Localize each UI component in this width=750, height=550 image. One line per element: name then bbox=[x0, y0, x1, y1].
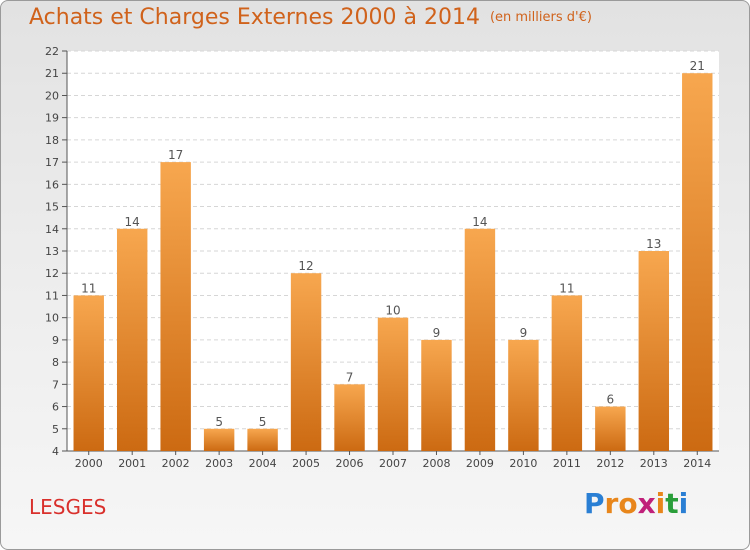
y-tick-label: 18 bbox=[45, 134, 59, 147]
chart-title-text: Achats et Charges Externes 2000 à 2014 bbox=[29, 5, 480, 30]
bar-2014 bbox=[682, 73, 713, 451]
chart-unit: (en milliers d'€) bbox=[489, 10, 592, 25]
chart-title: Achats et Charges Externes 2000 à 2014 (e… bbox=[29, 5, 592, 30]
logo-letter: i bbox=[678, 487, 689, 520]
y-tick-label: 6 bbox=[52, 401, 59, 414]
x-tick-label-2014: 2014 bbox=[683, 457, 711, 470]
x-tick-label-2007: 2007 bbox=[379, 457, 407, 470]
x-tick-label-2004: 2004 bbox=[249, 457, 277, 470]
x-tick-label-2009: 2009 bbox=[466, 457, 494, 470]
y-tick-label: 15 bbox=[45, 201, 59, 214]
x-tick-label-2012: 2012 bbox=[596, 457, 624, 470]
y-tick-label: 8 bbox=[52, 356, 59, 369]
value-label-2014: 21 bbox=[690, 59, 705, 73]
y-tick-label: 4 bbox=[52, 445, 59, 458]
value-label-2008: 9 bbox=[433, 326, 441, 340]
y-tick-label: 9 bbox=[52, 334, 59, 347]
value-label-2007: 10 bbox=[385, 304, 400, 318]
y-tick-label: 10 bbox=[45, 312, 59, 325]
x-tick-label-2008: 2008 bbox=[422, 457, 450, 470]
value-label-2000: 11 bbox=[81, 281, 96, 295]
value-label-2003: 5 bbox=[215, 415, 223, 429]
x-tick-label-2010: 2010 bbox=[509, 457, 537, 470]
y-tick-label: 7 bbox=[52, 378, 59, 391]
bar-2011 bbox=[551, 295, 583, 451]
y-tick-label: 5 bbox=[52, 423, 59, 436]
x-tick-label-2000: 2000 bbox=[75, 457, 103, 470]
x-tick-label-2002: 2002 bbox=[162, 457, 190, 470]
value-label-2010: 9 bbox=[520, 326, 528, 340]
bar-2013 bbox=[638, 251, 670, 451]
bar-2004 bbox=[247, 428, 278, 451]
bar-2002 bbox=[160, 162, 191, 451]
logo-letter: o bbox=[618, 487, 638, 520]
logo-letter: P bbox=[584, 487, 605, 520]
bar-2000 bbox=[73, 295, 104, 451]
x-tick-label-2005: 2005 bbox=[292, 457, 320, 470]
x-tick-label-2003: 2003 bbox=[205, 457, 233, 470]
proxiti-logo: Proxiti bbox=[584, 487, 688, 520]
logo-letter: i bbox=[655, 487, 666, 520]
x-tick-label-2006: 2006 bbox=[336, 457, 364, 470]
bars bbox=[73, 73, 713, 451]
bar-2001 bbox=[116, 228, 148, 451]
value-label-2009: 14 bbox=[472, 215, 487, 229]
value-label-2013: 13 bbox=[646, 237, 661, 251]
logo-letter: r bbox=[604, 487, 619, 520]
bar-2007 bbox=[377, 317, 409, 451]
labels: 4 5 6 7 8 9 10 11 12 13 14 15 16 17 18 19 20 21 22 11 2000 14… bbox=[45, 45, 711, 470]
bar-2003 bbox=[203, 428, 235, 451]
y-tick-label: 11 bbox=[45, 289, 59, 302]
x-tick-label-2001: 2001 bbox=[118, 457, 146, 470]
value-label-2005: 12 bbox=[298, 259, 313, 273]
value-label-2004: 5 bbox=[259, 415, 267, 429]
value-label-2011: 11 bbox=[559, 281, 574, 295]
y-tick-label: 14 bbox=[45, 223, 59, 236]
y-tick-label: 12 bbox=[45, 267, 59, 280]
y-tick-label: 19 bbox=[45, 112, 59, 125]
logo-letter: t bbox=[665, 487, 679, 520]
x-tick-label-2013: 2013 bbox=[640, 457, 668, 470]
y-tick-label: 13 bbox=[45, 245, 59, 258]
value-label-2012: 6 bbox=[607, 393, 615, 407]
value-label-2002: 17 bbox=[168, 148, 183, 162]
bar-2008 bbox=[421, 339, 452, 451]
logo-letter: x bbox=[637, 487, 656, 520]
bar-2009 bbox=[464, 228, 496, 451]
value-label-2006: 7 bbox=[346, 370, 354, 384]
x-tick-label-2011: 2011 bbox=[553, 457, 581, 470]
bar-2005 bbox=[290, 273, 322, 451]
y-tick-label: 20 bbox=[45, 89, 59, 102]
y-tick-label: 16 bbox=[45, 178, 59, 191]
bar-2006 bbox=[334, 384, 365, 451]
y-tick-label: 17 bbox=[45, 156, 59, 169]
bar-2010 bbox=[508, 339, 539, 451]
y-tick-label: 21 bbox=[45, 67, 59, 80]
y-tick-label: 22 bbox=[45, 45, 59, 58]
bar-2012 bbox=[595, 406, 626, 451]
value-label-2001: 14 bbox=[125, 215, 140, 229]
commune-name: LESGES bbox=[29, 495, 107, 519]
